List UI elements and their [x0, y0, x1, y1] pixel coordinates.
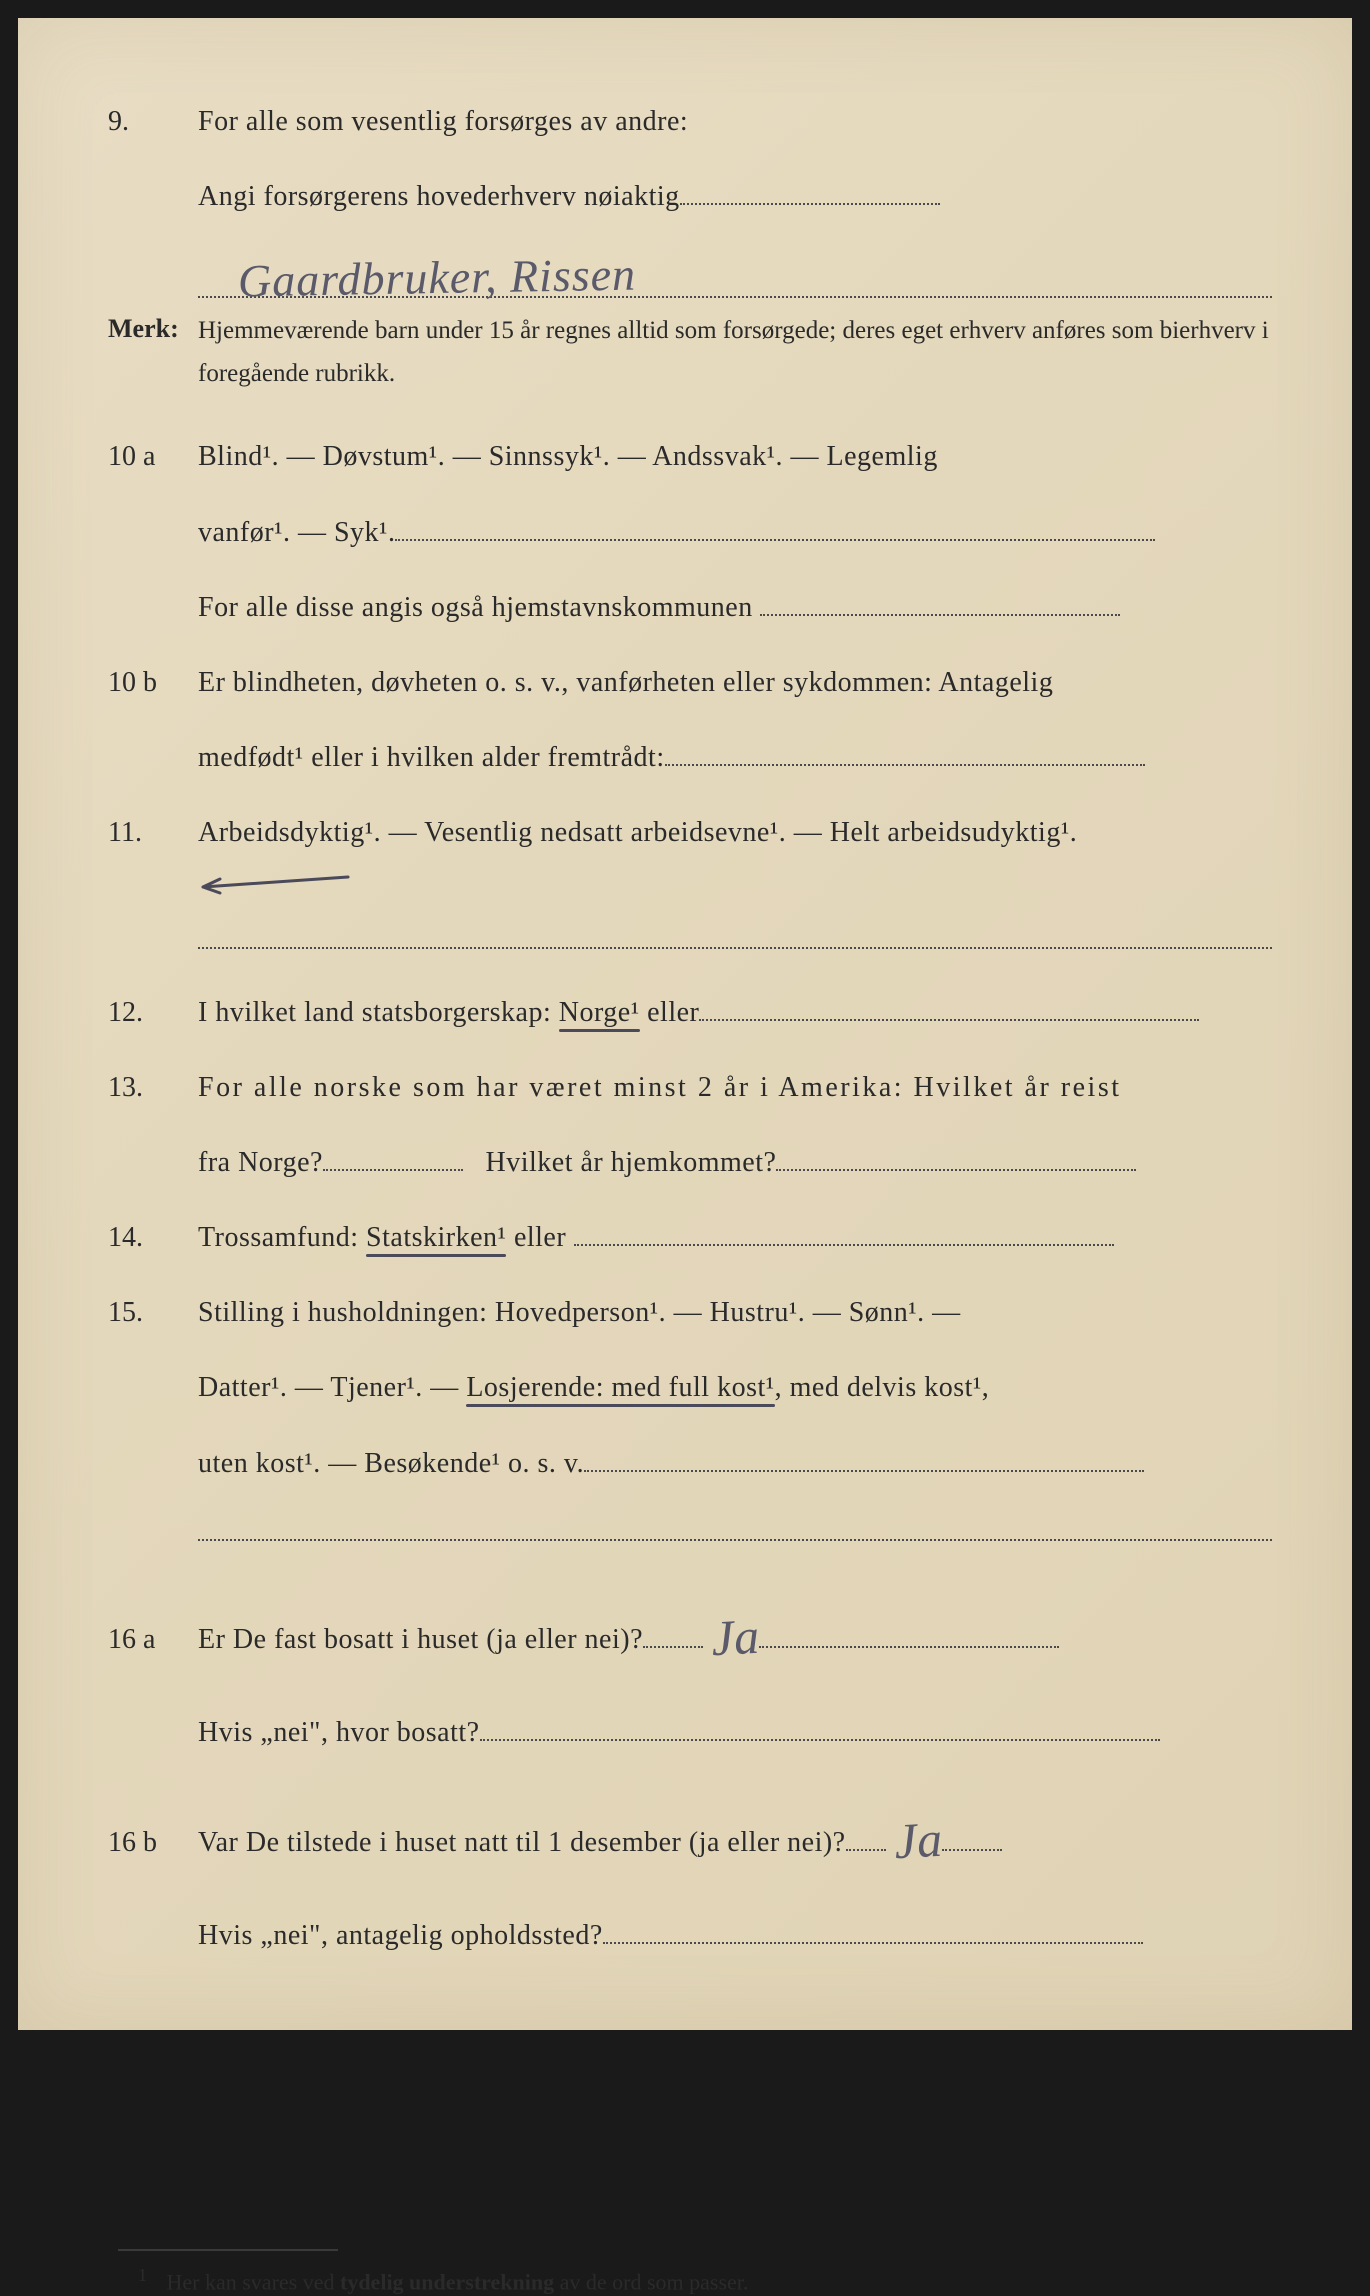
fill-line [323, 1143, 463, 1171]
q10b-number: 10 b [108, 649, 198, 716]
q13-number: 13. [108, 1054, 198, 1121]
fill-line [395, 513, 1155, 541]
fill-line [480, 1713, 1160, 1741]
q13-text2: fra Norge? Hvilket år hjemkommet? [198, 1129, 1272, 1196]
q16b-row1: 16 b Var De tilstede i huset natt til 1 … [108, 1774, 1272, 1894]
q10b-row2: medfødt¹ eller i hvilken alder fremtrådt… [108, 724, 1272, 791]
q9-number: 9. [108, 88, 198, 155]
q11-blank-line [198, 915, 1272, 949]
q10b-row1: 10 b Er blindheten, døvheten o. s. v., v… [108, 649, 1272, 716]
q16b-number: 16 b [108, 1809, 198, 1876]
q10b-text1: Er blindheten, døvheten o. s. v., vanfør… [198, 649, 1272, 716]
fill-line [574, 1218, 1114, 1246]
q9-text1: For alle som vesentlig forsørges av andr… [198, 88, 1272, 155]
q9-answer-line: Gaardbruker, Rissen [198, 238, 1272, 298]
q16a-text1: Er De fast bosatt i huset (ja eller nei)… [198, 1571, 1272, 1691]
fill-line [603, 1916, 1143, 1944]
fill-line [665, 738, 1145, 766]
q9-text2: Angi forsørgerens hovederhverv nøiaktig [198, 163, 1272, 230]
q15-row2: Datter¹. — Tjener¹. — Losjerende: med fu… [108, 1354, 1272, 1421]
q15-row1: 15. Stilling i husholdningen: Hovedperso… [108, 1279, 1272, 1346]
fill-line [699, 993, 1199, 1021]
q16a-row1: 16 a Er De fast bosatt i huset (ja eller… [108, 1571, 1272, 1691]
q16a-row2: Hvis „nei", hvor bosatt? [108, 1699, 1272, 1766]
q11-row: 11. Arbeidsdyktig¹. — Vesentlig nedsatt … [108, 799, 1272, 866]
q9-label: Angi forsørgerens hovederhverv nøiaktig [198, 181, 680, 212]
footnote-rule [118, 2249, 338, 2251]
merk-row: Merk: Hjemmeværende barn under 15 år reg… [108, 310, 1272, 395]
q10a-row2: vanfør¹. — Syk¹. [108, 499, 1272, 566]
q15-text3: uten kost¹. — Besøkende¹ o. s. v. [198, 1430, 1272, 1497]
q10a-text1: Blind¹. — Døvstum¹. — Sinnssyk¹. — Andss… [198, 423, 1272, 490]
merk-label: Merk: [108, 310, 198, 344]
q14-row: 14. Trossamfund: Statskirken¹ eller [108, 1204, 1272, 1271]
q15-row3: uten kost¹. — Besøkende¹ o. s. v. [108, 1430, 1272, 1497]
q10a-text3: For alle disse angis også hjemstavnskomm… [198, 574, 1272, 641]
q11-arrow-mark [198, 875, 1272, 905]
fill-line [759, 1620, 1059, 1648]
q13-text1: For alle norske som har været minst 2 år… [198, 1054, 1272, 1121]
q10a-number: 10 a [108, 423, 198, 490]
q13-row2: fra Norge? Hvilket år hjemkommet? [108, 1129, 1272, 1196]
q10a-row3: For alle disse angis også hjemstavnskomm… [108, 574, 1272, 641]
q10a-text2: vanfør¹. — Syk¹. [198, 499, 1272, 566]
q15-text2: Datter¹. — Tjener¹. — Losjerende: med fu… [198, 1354, 1272, 1421]
q9-row1: 9. For alle som vesentlig forsørges av a… [108, 88, 1272, 155]
footnote-number: 1 [138, 2265, 147, 2285]
fill-line [760, 588, 1120, 616]
q11-text: Arbeidsdyktig¹. — Vesentlig nedsatt arbe… [198, 799, 1272, 866]
q16a-number: 16 a [108, 1606, 198, 1673]
q14-text: Trossamfund: Statskirken¹ eller [198, 1204, 1272, 1271]
q14-number: 14. [108, 1204, 198, 1271]
q15-number: 15. [108, 1279, 198, 1346]
q14-underlined: Statskirken¹ [366, 1222, 506, 1253]
q12-underlined: Norge¹ [559, 997, 640, 1028]
q16b-row2: Hvis „nei", antagelig opholdssted? [108, 1902, 1272, 1969]
arrow-icon [198, 869, 358, 899]
q11-number: 11. [108, 799, 198, 866]
q10a-row1: 10 a Blind¹. — Døvstum¹. — Sinnssyk¹. — … [108, 423, 1272, 490]
document-page: 9. For alle som vesentlig forsørges av a… [18, 18, 1352, 2030]
q9-row2: Angi forsørgerens hovederhverv nøiaktig [108, 163, 1272, 230]
q15-underlined: Losjerende: med full kost¹ [466, 1372, 774, 1403]
fill-line [680, 177, 940, 205]
footnote-text: Her kan svares ved tydelig understreknin… [167, 2270, 749, 2295]
fill-line [846, 1823, 886, 1851]
q13-row1: 13. For alle norske som har været minst … [108, 1054, 1272, 1121]
q16a-handwritten: Ja [708, 1576, 762, 1698]
q10b-text2: medfødt¹ eller i hvilken alder fremtrådt… [198, 724, 1272, 791]
q9-handwritten-answer: Gaardbruker, Rissen [238, 248, 637, 308]
q12-row: 12. I hvilket land statsborgerskap: Norg… [108, 979, 1272, 1046]
q12-text: I hvilket land statsborgerskap: Norge¹ e… [198, 979, 1272, 1046]
q12-number: 12. [108, 979, 198, 1046]
fill-line [584, 1444, 1144, 1472]
fill-line [643, 1620, 703, 1648]
fill-line [942, 1823, 1002, 1851]
q16a-text2: Hvis „nei", hvor bosatt? [198, 1699, 1272, 1766]
footnote: 1 Her kan svares ved tydelig understrekn… [138, 2265, 1272, 2295]
q16b-text1: Var De tilstede i huset natt til 1 desem… [198, 1774, 1272, 1894]
q16b-handwritten: Ja [891, 1779, 945, 1901]
merk-text: Hjemmeværende barn under 15 år regnes al… [198, 310, 1272, 395]
q16b-text2: Hvis „nei", antagelig opholdssted? [198, 1902, 1272, 1969]
q15-text1: Stilling i husholdningen: Hovedperson¹. … [198, 1279, 1272, 1346]
fill-line [776, 1143, 1136, 1171]
q15-blank-line [198, 1507, 1272, 1541]
